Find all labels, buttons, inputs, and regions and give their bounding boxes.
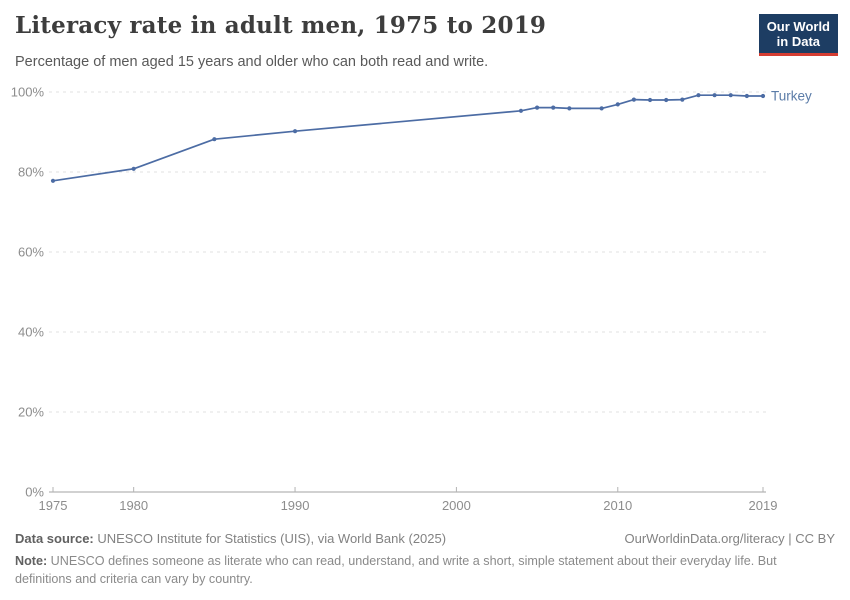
chart-footer: Data source: UNESCO Institute for Statis… [15, 531, 835, 589]
data-point[interactable] [567, 106, 572, 111]
footnote: Note: UNESCO defines someone as literate… [15, 552, 835, 589]
y-tick-label: 0% [25, 485, 44, 500]
x-tick-label: 1975 [39, 498, 68, 513]
data-point[interactable] [631, 97, 637, 102]
x-tick-label: 1980 [119, 498, 148, 513]
data-point[interactable] [615, 102, 620, 107]
page-title: Literacy rate in adult men, 1975 to 2019 [15, 12, 547, 39]
data-point[interactable] [712, 93, 717, 98]
y-tick-label: 100% [11, 85, 45, 100]
license-link[interactable]: OurWorldinData.org/literacy | CC BY [624, 531, 835, 546]
data-point[interactable] [744, 93, 749, 99]
y-tick-label: 60% [18, 245, 44, 260]
data-point[interactable] [696, 93, 701, 98]
data-point[interactable] [760, 93, 766, 99]
data-source-label: Data source: [15, 531, 94, 546]
series-label-turkey[interactable]: Turkey [771, 89, 812, 104]
data-point[interactable] [212, 137, 217, 142]
data-source: Data source: UNESCO Institute for Statis… [15, 531, 446, 546]
data-point[interactable] [599, 106, 604, 111]
y-tick-label: 40% [18, 325, 44, 340]
y-tick-label: 20% [18, 405, 44, 420]
data-point[interactable] [534, 105, 540, 110]
data-point[interactable] [131, 166, 136, 171]
data-point[interactable] [518, 108, 524, 113]
owid-logo[interactable]: Our World in Data [758, 14, 838, 56]
page-subtitle: Percentage of men aged 15 years and olde… [15, 54, 489, 70]
data-point[interactable] [728, 93, 733, 98]
data-point[interactable] [680, 97, 685, 102]
owid-logo-line1: Our World [766, 19, 830, 34]
data-point[interactable] [292, 129, 298, 134]
owid-logo-line2: in Data [776, 34, 821, 49]
x-tick-label: 1990 [281, 498, 310, 513]
data-point[interactable] [551, 105, 556, 110]
x-tick-label: 2010 [603, 498, 632, 513]
data-source-text: UNESCO Institute for Statistics (UIS), v… [93, 531, 447, 546]
data-point[interactable] [50, 178, 56, 183]
data-point[interactable] [647, 97, 653, 103]
y-tick-label: 80% [18, 165, 44, 180]
footnote-text: UNESCO defines someone as literate who c… [15, 554, 777, 587]
x-tick-label: 2019 [749, 498, 778, 513]
data-point[interactable] [664, 97, 669, 103]
footnote-label: Note: [15, 554, 48, 568]
x-tick-label: 2000 [442, 498, 471, 513]
series-line-turkey[interactable] [52, 94, 764, 182]
line-chart[interactable]: 0% 20% 40% 60% 80% 100% 1975 1980 1990 2000 2010 20… [0, 80, 850, 530]
